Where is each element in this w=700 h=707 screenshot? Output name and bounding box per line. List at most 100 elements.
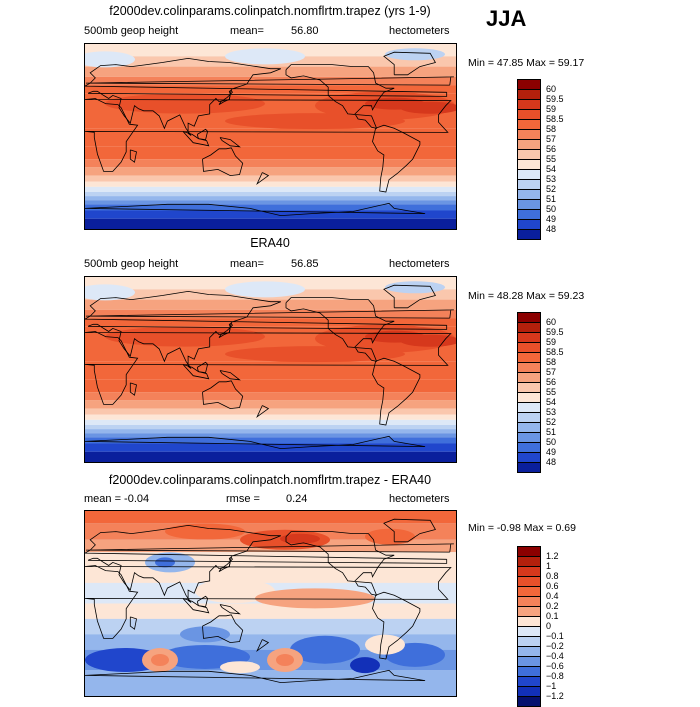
contour-band — [85, 309, 456, 319]
low-pressure-region — [385, 48, 445, 61]
colorbar-tick-label: 59.5 — [546, 327, 564, 337]
colorbar-tick-label: 53 — [546, 174, 557, 184]
coastline — [219, 137, 241, 148]
contour-band — [85, 204, 456, 211]
negative-anomaly — [290, 635, 360, 664]
colorbar-tick-label: 60 — [546, 84, 557, 94]
contour-band — [85, 443, 456, 452]
mean-stat: mean = -0.04 — [84, 493, 150, 505]
contour-band — [85, 192, 456, 197]
colorbar-tick-label: −0.6 — [546, 661, 564, 671]
colorbar-segment — [518, 80, 540, 89]
colorbar-segment — [518, 462, 540, 472]
colorbar-tick-label: −0.1 — [546, 631, 564, 641]
contour-band — [85, 451, 456, 462]
positive-anomaly — [280, 533, 320, 544]
colorbar-segment — [518, 362, 540, 372]
colorbar-tick-label: 55 — [546, 154, 557, 164]
map-plot — [84, 43, 457, 230]
colorbar-tick-label: 48 — [546, 457, 557, 467]
coastline — [196, 361, 209, 374]
contour-band — [85, 437, 456, 444]
colorbar-tick-label: −0.2 — [546, 641, 564, 651]
colorbar-segment — [518, 382, 540, 392]
colorbar-tick-label: 0.2 — [546, 601, 559, 611]
coastline — [85, 435, 426, 450]
colorbar-segment — [518, 342, 540, 352]
colorbar-tick-label: 48 — [546, 224, 557, 234]
colorbar-segment — [518, 547, 540, 556]
colorbar-segment — [518, 596, 540, 606]
coastline — [129, 382, 137, 396]
colorbar-tick-label: −0.8 — [546, 671, 564, 681]
contour-band — [85, 181, 456, 187]
min-max-stats: Min = 48.28 Max = 59.23 — [468, 290, 585, 302]
map-plot — [84, 276, 457, 463]
coastline — [85, 57, 448, 136]
colorbar-tick-label: 1.2 — [546, 551, 559, 561]
colorbar-segment — [518, 129, 540, 139]
coastline — [202, 147, 244, 177]
low-pressure-region — [85, 284, 135, 301]
colorbar-segment — [518, 179, 540, 189]
positive-anomaly — [165, 523, 245, 540]
colorbar-segment — [518, 656, 540, 666]
colorbar-segment — [518, 139, 540, 149]
contour-band — [85, 511, 456, 524]
coastline — [219, 604, 241, 615]
contour-band — [85, 175, 456, 182]
colorbar-segment — [518, 189, 540, 199]
colorbar-segment — [518, 556, 540, 566]
panel-title: f2000dev.colinparams.colinpatch.nomflrtm… — [109, 4, 431, 18]
coastline — [285, 64, 395, 129]
colorbar-tick-label: 56 — [546, 144, 557, 154]
colorbar-tick-label: 59.5 — [546, 94, 564, 104]
coastline — [218, 556, 233, 572]
contour-band — [85, 425, 456, 430]
colorbar-tick-label: 0.1 — [546, 611, 559, 621]
coastline — [182, 598, 210, 614]
coastline — [182, 131, 210, 147]
rmse-label: rmse = — [226, 493, 260, 505]
coastline — [85, 202, 426, 217]
contour-band — [85, 200, 456, 205]
colorbar-segment — [518, 422, 540, 432]
mean-value: 56.80 — [291, 25, 319, 37]
colorbar-segment — [518, 566, 540, 576]
colorbar-segment — [518, 586, 540, 596]
colorbar-segment — [518, 352, 540, 362]
colorbar-segment — [518, 442, 540, 452]
coastline — [196, 128, 209, 141]
contour-band — [85, 66, 456, 77]
colorbar-segment — [518, 89, 540, 99]
contour-band — [85, 146, 456, 160]
panel-title: ERA40 — [250, 236, 290, 250]
high-pressure-region — [225, 346, 405, 363]
contour-band — [85, 210, 456, 219]
colorbar-tick-label: 49 — [546, 214, 557, 224]
contour-band — [85, 670, 456, 696]
colorbar-tick-label: 54 — [546, 397, 557, 407]
colorbar-segment — [518, 576, 540, 586]
low-pressure-region — [385, 281, 445, 294]
colorbar-segment — [518, 606, 540, 616]
colorbar-tick-label: −0.4 — [546, 651, 564, 661]
colorbar — [517, 312, 541, 473]
contour-band — [85, 186, 456, 192]
colorbar — [517, 546, 541, 707]
negative-anomaly — [350, 657, 380, 674]
contour-band — [85, 429, 456, 434]
units-label: hectometers — [389, 25, 450, 37]
colorbar-segment — [518, 199, 540, 209]
coastline — [285, 531, 395, 596]
colorbar-tick-label: 0 — [546, 621, 552, 631]
coastline — [218, 89, 233, 105]
variable-label: 500mb geop height — [84, 258, 179, 270]
coastline — [256, 639, 270, 653]
coastline — [218, 322, 233, 338]
coastline — [129, 616, 137, 630]
colorbar-segment — [518, 646, 540, 656]
coastline — [219, 370, 241, 381]
colorbar-segment — [518, 412, 540, 422]
coastline — [383, 284, 437, 309]
